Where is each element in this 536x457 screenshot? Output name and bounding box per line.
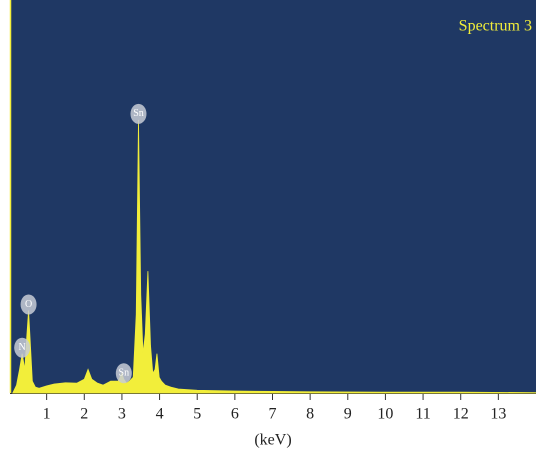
plot-area bbox=[10, 0, 536, 393]
x-tick-label: 11 bbox=[415, 406, 430, 423]
peak-marker bbox=[14, 337, 31, 358]
x-tick-label: 1 bbox=[43, 406, 51, 423]
x-tick-label: 5 bbox=[193, 406, 201, 423]
peak-label: Sn bbox=[133, 108, 144, 119]
x-tick-label: 9 bbox=[344, 406, 352, 423]
x-tick-label: 13 bbox=[490, 406, 506, 423]
x-tick-label: 12 bbox=[453, 406, 469, 423]
x-tick-label: 2 bbox=[80, 406, 88, 423]
legend-text: Spectrum 3 bbox=[459, 18, 532, 35]
peak-label: O bbox=[25, 299, 32, 310]
peak-label: Sn bbox=[119, 368, 130, 379]
x-tick-label: 8 bbox=[306, 406, 314, 423]
peak-label: N bbox=[19, 342, 26, 353]
x-axis-label: (keV) bbox=[254, 432, 291, 449]
peak-marker bbox=[130, 103, 147, 124]
peak-marker bbox=[115, 363, 132, 384]
x-tick-label: 3 bbox=[118, 406, 126, 423]
x-tick-label: 10 bbox=[377, 406, 393, 423]
peak-marker bbox=[20, 294, 37, 315]
x-tick-label: 7 bbox=[269, 406, 277, 423]
spectrum-area bbox=[12, 119, 536, 394]
x-tick-label: 4 bbox=[156, 406, 164, 423]
x-tick-label: 6 bbox=[231, 406, 239, 423]
